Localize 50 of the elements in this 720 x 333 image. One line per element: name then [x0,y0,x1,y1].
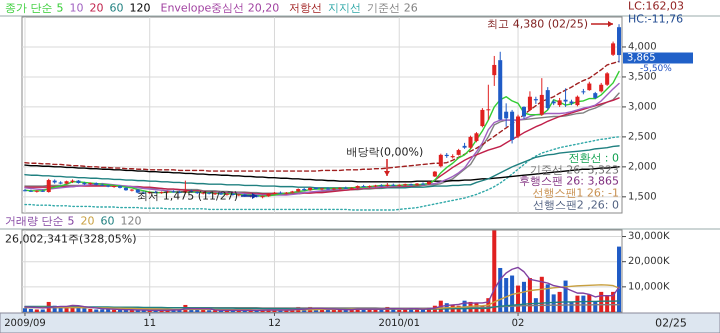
y-tick-label: 30,000K [628,231,670,242]
annotation: 선행스팬1 26: -1 [532,186,619,200]
text: 10 [70,2,84,14]
annotation: 26,002,341주(328,05%) [5,232,137,246]
annotation: 최고 4,380 (02/25) [487,18,588,30]
text: 지지선 [328,2,362,14]
y-tick-label: 20,000K [628,256,670,268]
bar [34,309,39,312]
bar [22,308,27,312]
text: 20 [90,2,104,14]
text: Envelope중심선 20,20 [160,2,280,14]
text: LC:162,03 [628,0,684,12]
bar [40,309,45,312]
text: 60 [110,2,124,14]
y-tick-label: 3,500 [628,71,657,82]
text: 02/25 [655,316,687,330]
bar [617,246,622,312]
y-tick-label: 4,000 [628,41,657,52]
legend-title: 거래량 단순 [5,214,64,228]
line-series [24,145,620,189]
bar [88,308,92,312]
bar [28,308,33,312]
x-tick-label: 2009/09 [4,318,46,329]
legend-title: 종가 단순 [5,2,52,14]
annotation: 전환선 : 0 [568,152,619,164]
annotation: 배당락(0,00%) [346,146,424,158]
y-tick-label: 3,000 [628,101,657,112]
text: HC:-11,76 [628,12,684,26]
text: 20 [80,214,94,228]
text: 120 [120,214,142,228]
text: 기준선 26 [367,2,418,14]
y-tick-label: 1,500 [628,191,657,202]
y-tick-label: 2,000 [628,161,657,172]
line-series [24,136,620,211]
x-tick-label: 11 [143,318,156,329]
bar [492,230,496,312]
y-tick-label: 10,000K [628,281,670,292]
text: 5 [56,2,64,14]
text: 120 [130,2,150,14]
text: 60 [100,214,114,228]
annotation: 선행스팬2 ,26: 0 [532,198,619,212]
text: 5 [68,214,74,228]
line-series [24,266,620,311]
x-tick-label: 2010/01 [378,318,420,329]
annotation: 후행스팬 26: 3,865 [518,174,619,188]
x-tick-label: 12 [268,318,281,329]
y-tick-label: 2,500 [628,131,657,142]
text: 저항선 [289,2,322,14]
text: 3,865 [627,52,656,64]
x-tick-label: 02 [512,318,524,329]
